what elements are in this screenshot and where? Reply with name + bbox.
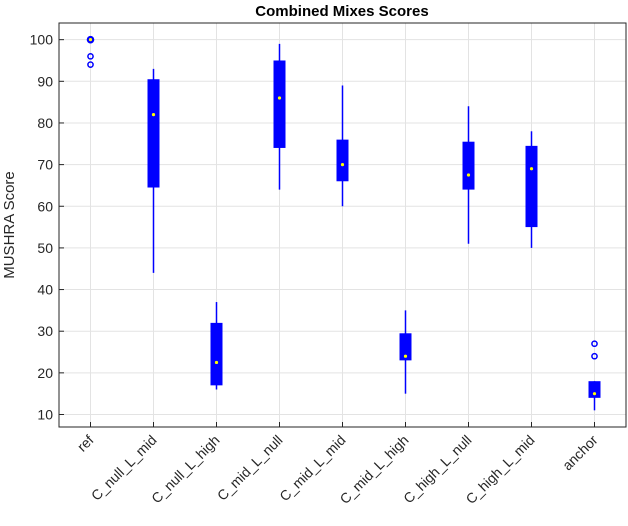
box-C_high_L_null	[462, 106, 475, 244]
box-iqr	[462, 141, 475, 190]
median-marker	[340, 163, 345, 167]
median-marker	[277, 96, 282, 100]
outlier-point	[87, 61, 94, 68]
outlier-point	[87, 52, 94, 60]
y-tick-label: 80	[37, 115, 53, 131]
median-marker	[529, 167, 534, 171]
box-anchor	[588, 340, 601, 411]
y-tick-label: 90	[37, 73, 53, 89]
chart-title: Combined Mixes Scores	[255, 3, 428, 20]
y-tick-label: 20	[37, 365, 53, 381]
y-tick-label: 40	[37, 282, 53, 298]
median-marker	[88, 38, 93, 42]
y-axis-label: MUSHRA Score	[1, 171, 18, 279]
boxes	[86, 35, 601, 411]
box-C_high_L_mid	[525, 131, 538, 248]
x-tick-label: C_mid_L_null	[214, 432, 286, 504]
box-C_mid_L_high	[399, 310, 412, 394]
box-C_mid_L_mid	[336, 85, 349, 207]
x-axis-ticks: refC_null_L_midC_null_L_highC_mid_L_null…	[74, 422, 601, 507]
y-tick-label: 50	[37, 240, 53, 256]
outlier-point	[591, 340, 598, 348]
y-tick-label: 10	[37, 407, 53, 423]
box-iqr	[273, 60, 286, 148]
x-tick-label: C_null_L_mid	[88, 432, 160, 504]
median-marker	[592, 392, 597, 396]
box-C_null_L_mid	[147, 68, 160, 273]
y-tick-label: 30	[37, 323, 53, 339]
x-tick-label: ref	[74, 432, 97, 455]
median-marker	[466, 173, 471, 177]
box-iqr	[147, 79, 160, 188]
y-tick-label: 100	[30, 32, 54, 48]
y-axis-ticks: 10 20 30 40 50 60 70 80 90 100	[30, 32, 64, 423]
box-iqr	[399, 333, 412, 361]
median-marker	[151, 113, 156, 117]
box-iqr	[210, 322, 223, 386]
median-marker	[214, 360, 219, 365]
outlier-point	[591, 352, 598, 360]
box-iqr	[336, 139, 349, 182]
y-tick-label: 70	[37, 157, 53, 173]
box-ref	[86, 35, 95, 68]
y-tick-label: 60	[37, 198, 53, 214]
box-C_mid_L_null	[273, 43, 286, 190]
x-tick-label: anchor	[559, 432, 601, 474]
box-iqr	[525, 145, 538, 228]
median-marker	[403, 354, 408, 358]
box-C_null_L_high	[210, 302, 223, 390]
